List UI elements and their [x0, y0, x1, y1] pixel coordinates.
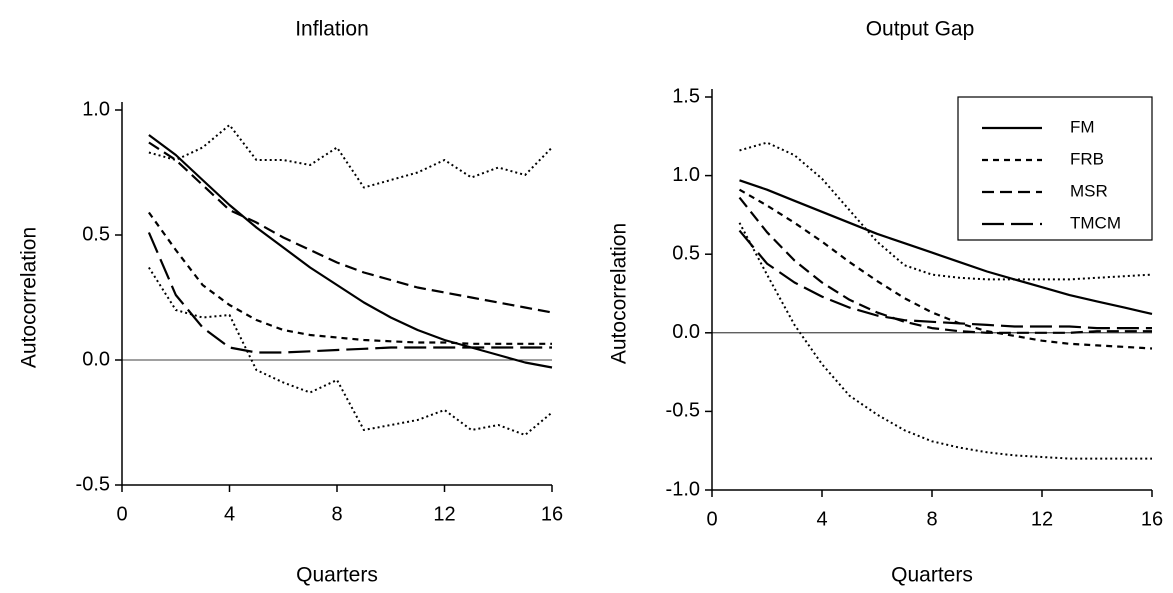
- x-axis-label: Quarters: [296, 564, 378, 587]
- y-tick-label: 0.0: [82, 348, 110, 370]
- x-axis-label: Quarters: [891, 564, 973, 587]
- series-line-frb: [738, 188, 1153, 350]
- y-tick-label: -0.5: [76, 473, 110, 495]
- legend-label-frb: FRB: [1070, 149, 1104, 168]
- chart-panel-1: Inflation -0.5 0.0 0.5 1.0 0 4 8 12 16 Quarters Aut…: [18, 18, 564, 587]
- legend-label-tmcm: TMCM: [1070, 213, 1121, 232]
- series-line-dotted-4: [739, 141, 1153, 281]
- y-tick-label: 1.5: [672, 85, 700, 107]
- legend-label-fm: FM: [1070, 117, 1095, 136]
- series-line-long-dash-3: [147, 232, 552, 354]
- series-line-short-dash-1: [148, 211, 552, 345]
- x-tick-label: 12: [433, 503, 455, 525]
- y-tick-label: 1.0: [82, 98, 110, 120]
- series-line-solid-0: [148, 134, 553, 369]
- x-tick-label: 0: [116, 503, 127, 525]
- x-tick-label: 8: [926, 508, 937, 530]
- y-axis-label: Autocorrelation: [608, 223, 631, 364]
- chart-panel-2: Output Gap -1.0 -0.5 0.0 0.5 1.0 1.5 0 4 8 12 16 Qua…: [608, 18, 1164, 587]
- chart-title: Inflation: [295, 18, 369, 41]
- y-tick-label: -0.5: [666, 400, 700, 422]
- legend: FM FRB MSR TMCM: [957, 96, 1153, 241]
- x-tick-label: 16: [541, 503, 563, 525]
- y-tick-label: 1.0: [672, 164, 700, 186]
- x-tick-label: 8: [331, 503, 342, 525]
- legend-box: [957, 96, 1153, 241]
- y-tick-label: 0.5: [672, 242, 700, 264]
- y-axis-label: Autocorrelation: [18, 227, 41, 368]
- legend-label-msr: MSR: [1070, 181, 1108, 200]
- series-line-msr: [738, 196, 1152, 334]
- series-line-tmcm: [738, 229, 1152, 330]
- x-tick-label: 16: [1141, 508, 1163, 530]
- series-line-dotted-5: [148, 266, 553, 436]
- chart-title: Output Gap: [866, 18, 975, 41]
- series-line-fm: [739, 179, 1153, 315]
- x-tick-label: 0: [706, 508, 717, 530]
- x-tick-label: 4: [816, 508, 827, 530]
- x-tick-label: 12: [1031, 508, 1053, 530]
- y-tick-label: 0.5: [82, 223, 110, 245]
- series-line-medium-dash-2: [148, 141, 553, 314]
- x-tick-label: 4: [224, 503, 235, 525]
- series-line-dotted-4: [148, 124, 553, 189]
- y-tick-label: 0.0: [672, 321, 700, 343]
- y-tick-label: -1.0: [666, 478, 700, 500]
